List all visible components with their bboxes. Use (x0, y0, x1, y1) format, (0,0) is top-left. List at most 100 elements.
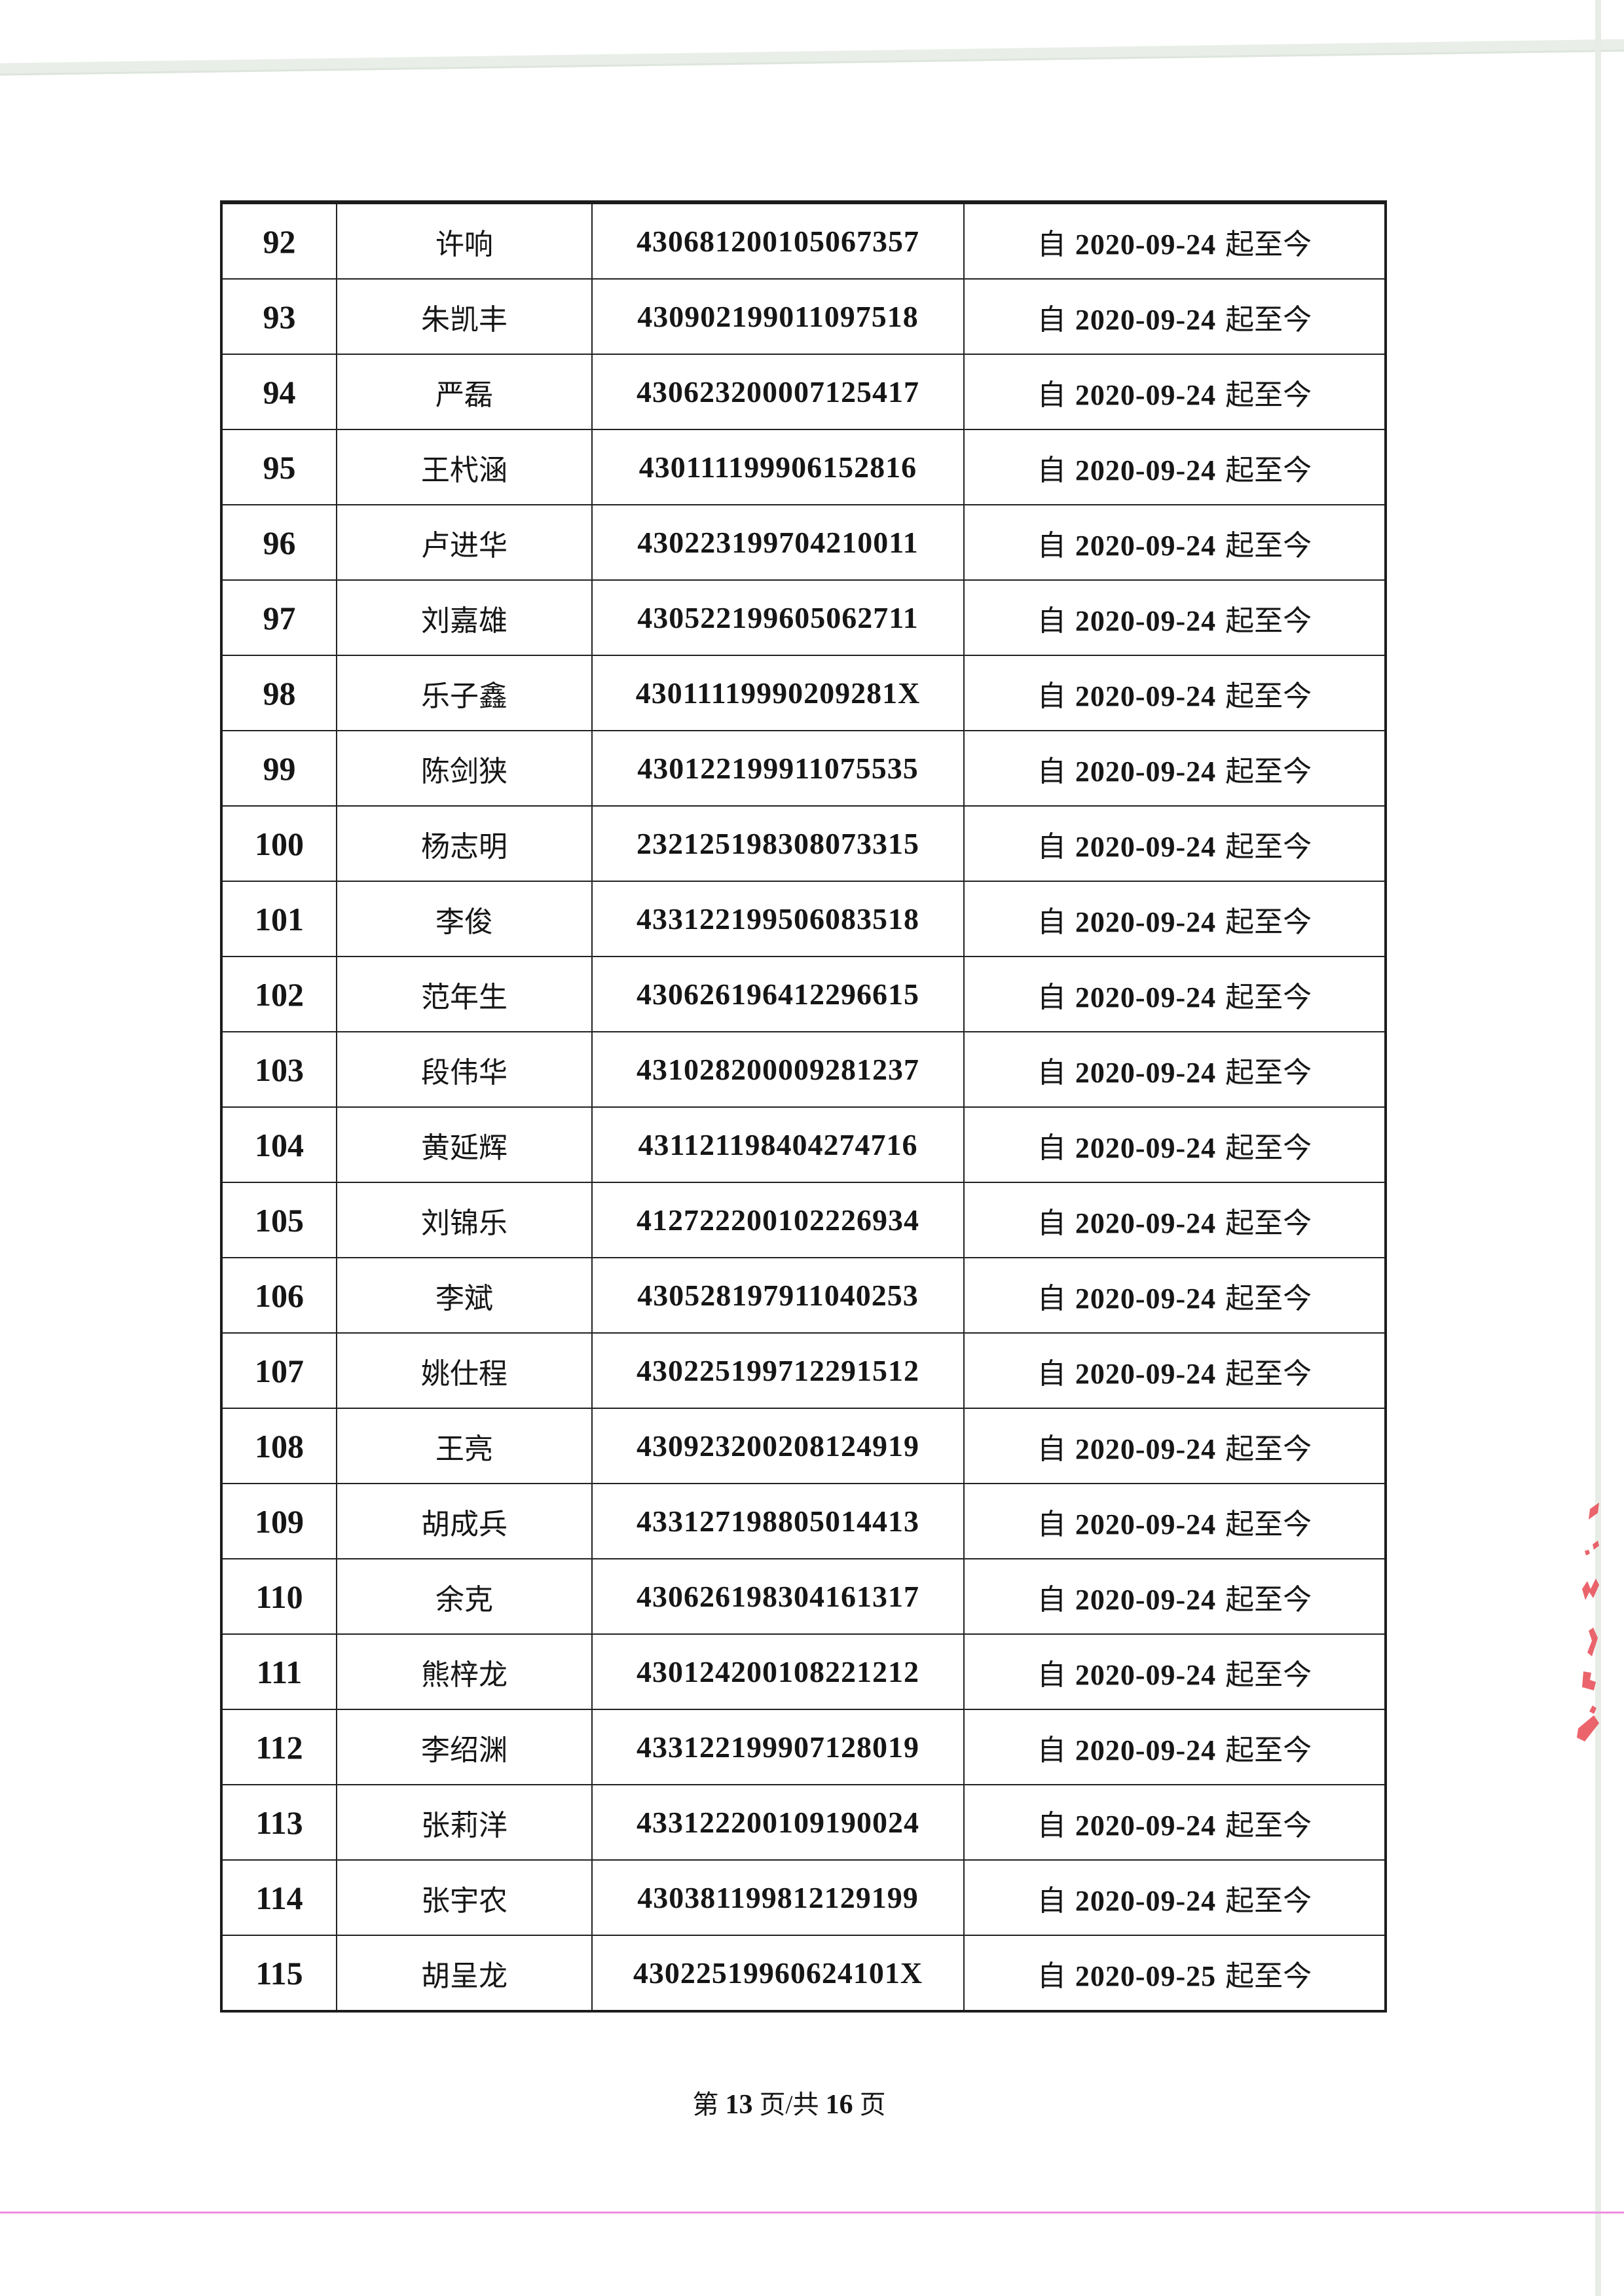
period-suffix: 起至今 (1225, 378, 1312, 411)
period-start-date: 2020-09-24 (1075, 529, 1217, 562)
id-number: 43022519960624101X (633, 1956, 923, 1990)
id-number-cell: 430225199712291512 (591, 1332, 965, 1409)
row-number-cell: 112 (221, 1709, 337, 1785)
id-number-cell: 430923200208124919 (591, 1408, 965, 1484)
period-suffix: 起至今 (1225, 1884, 1312, 1917)
row-number-cell: 107 (221, 1332, 337, 1409)
period-cell: 自 2020-09-24 起至今 (963, 202, 1386, 280)
id-number: 430923200208124919 (637, 1429, 919, 1463)
id-number: 433122199506083518 (637, 902, 919, 936)
period-start-date: 2020-09-24 (1075, 1432, 1217, 1465)
period-prefix: 自 (1037, 378, 1066, 411)
person-name: 姚仕程 (421, 1357, 507, 1390)
person-name: 刘嘉雄 (421, 604, 507, 637)
table-row: 95 王杙涵 430111199906152816 自 2020-09-24 起至今 (221, 429, 1386, 505)
person-name: 许响 (435, 228, 493, 261)
person-name: 刘锦乐 (421, 1207, 507, 1239)
table-row: 114 张宇农 430381199812129199 自 2020-09-24 起至… (221, 1859, 1386, 1936)
table-row: 105 刘锦乐 412722200102226934 自 2020-09-24 起至… (221, 1182, 1386, 1258)
row-number-cell: 92 (221, 202, 337, 280)
period-prefix: 自 (1037, 529, 1066, 562)
row-number: 105 (255, 1201, 304, 1239)
period-cell: 自 2020-09-24 起至今 (963, 1633, 1386, 1710)
person-name: 黄延辉 (421, 1131, 507, 1164)
row-number: 112 (255, 1728, 303, 1766)
period-suffix: 起至今 (1225, 905, 1312, 938)
person-name: 王杙涵 (421, 454, 507, 486)
row-number: 104 (255, 1126, 304, 1163)
period-start-date: 2020-09-24 (1075, 1282, 1217, 1315)
id-number-cell: 430623200007125417 (591, 354, 965, 430)
name-cell: 朱凯丰 (336, 278, 593, 355)
period-cell: 自 2020-09-24 起至今 (963, 1709, 1386, 1785)
table-row: 97 刘嘉雄 430522199605062711 自 2020-09-24 起至今 (221, 579, 1386, 656)
id-number: 430528197911040253 (637, 1279, 919, 1312)
id-number: 430381199812129199 (637, 1881, 919, 1914)
roster-table-body: 92 许响 430681200105067357 自 2020-09-24 起至今 … (221, 202, 1386, 2012)
name-cell: 陈剑狭 (336, 730, 593, 807)
row-number-cell: 109 (221, 1483, 337, 1559)
id-number: 232125198308073315 (637, 827, 919, 860)
period-cell: 自 2020-09-24 起至今 (963, 655, 1386, 731)
id-number: 433127198805014413 (637, 1504, 919, 1538)
name-cell: 刘锦乐 (336, 1182, 593, 1258)
row-number-cell: 111 (221, 1633, 337, 1710)
period-cell: 自 2020-09-24 起至今 (963, 730, 1386, 807)
table-row: 99 陈剑狭 430122199911075535 自 2020-09-24 起至今 (221, 730, 1386, 807)
name-cell: 张宇农 (336, 1859, 593, 1936)
period-suffix: 起至今 (1225, 830, 1312, 863)
row-number: 115 (255, 1954, 303, 1992)
footer-page-number: 13 (725, 2090, 753, 2120)
period-prefix: 自 (1037, 830, 1066, 863)
id-number-cell: 430124200108221212 (591, 1633, 965, 1710)
id-number-cell: 430111199906152816 (591, 429, 965, 505)
page-footer: 第 13 页/共 16 页 (0, 2083, 1578, 2121)
row-number: 107 (255, 1352, 304, 1389)
id-number-cell: 430626198304161317 (591, 1558, 965, 1635)
period-start-date: 2020-09-24 (1075, 1809, 1217, 1842)
period-suffix: 起至今 (1225, 1056, 1312, 1089)
row-number: 111 (256, 1653, 303, 1690)
row-number: 106 (255, 1277, 304, 1314)
row-number-cell: 110 (221, 1558, 337, 1635)
id-number-cell: 430381199812129199 (591, 1859, 965, 1936)
period-suffix: 起至今 (1225, 1282, 1312, 1315)
period-cell: 自 2020-09-25 起至今 (963, 1935, 1386, 2012)
period-suffix: 起至今 (1225, 529, 1312, 562)
person-name: 王亮 (435, 1432, 493, 1465)
row-number: 97 (263, 599, 296, 636)
period-prefix: 自 (1037, 1658, 1066, 1691)
row-number-cell: 102 (221, 956, 337, 1032)
row-number-cell: 93 (221, 278, 337, 355)
table-row: 101 李俊 433122199506083518 自 2020-09-24 起至今 (221, 881, 1386, 957)
period-prefix: 自 (1037, 1056, 1066, 1089)
id-number-cell: 430528197911040253 (591, 1257, 965, 1334)
period-cell: 自 2020-09-24 起至今 (963, 805, 1386, 882)
period-start-date: 2020-09-24 (1075, 680, 1217, 712)
row-number-cell: 97 (221, 579, 337, 656)
period-start-date: 2020-09-24 (1075, 454, 1217, 486)
id-number-cell: 433122199907128019 (591, 1709, 965, 1785)
person-name: 余克 (435, 1583, 493, 1616)
row-number-cell: 114 (221, 1859, 337, 1936)
period-prefix: 自 (1037, 1959, 1066, 1992)
row-number-cell: 94 (221, 354, 337, 430)
name-cell: 严磊 (336, 354, 593, 430)
period-prefix: 自 (1037, 1131, 1066, 1164)
row-number: 108 (255, 1427, 304, 1465)
id-number: 431028200009281237 (637, 1053, 919, 1086)
period-prefix: 自 (1037, 905, 1066, 938)
id-number-cell: 412722200102226934 (591, 1182, 965, 1258)
period-suffix: 起至今 (1225, 1734, 1312, 1766)
row-number: 110 (255, 1578, 303, 1615)
name-cell: 乐子鑫 (336, 655, 593, 731)
period-prefix: 自 (1037, 1809, 1066, 1842)
name-cell: 胡成兵 (336, 1483, 593, 1559)
person-name: 乐子鑫 (421, 680, 507, 712)
row-number-cell: 100 (221, 805, 337, 882)
table-row: 94 严磊 430623200007125417 自 2020-09-24 起至今 (221, 354, 1386, 430)
table-row: 92 许响 430681200105067357 自 2020-09-24 起至今 (221, 202, 1386, 280)
period-cell: 自 2020-09-24 起至今 (963, 1483, 1386, 1559)
period-cell: 自 2020-09-24 起至今 (963, 1106, 1386, 1183)
